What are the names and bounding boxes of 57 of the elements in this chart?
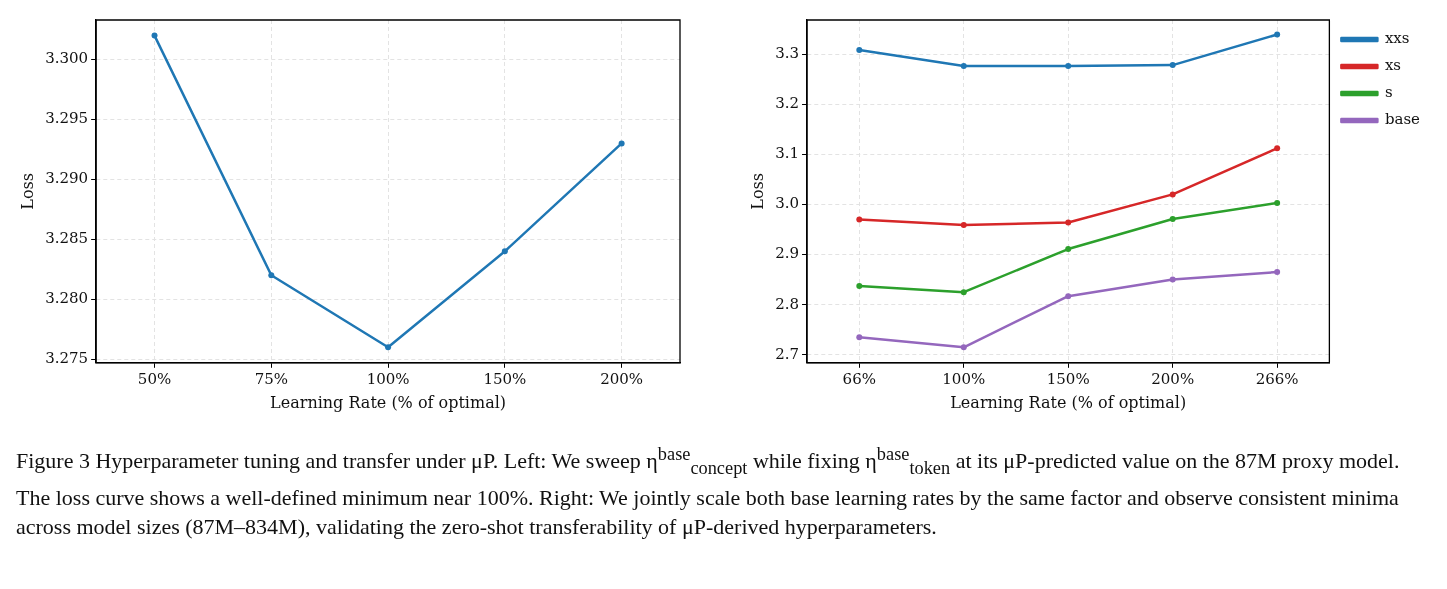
point bbox=[960, 221, 967, 228]
x-tick-label: 200% bbox=[1151, 369, 1195, 388]
legend-label: xxs bbox=[1384, 29, 1410, 48]
x-tick-label: 100% bbox=[942, 369, 986, 388]
y-tick-label: 3.295 bbox=[45, 109, 89, 128]
x-axis-title: Learning Rate (% of optimal) bbox=[270, 392, 507, 412]
point bbox=[1065, 63, 1072, 70]
y-tick-label: 3.3 bbox=[775, 43, 800, 62]
point bbox=[1274, 145, 1281, 152]
legend-label: base bbox=[1384, 110, 1421, 129]
x-tick-label: 200% bbox=[600, 369, 644, 388]
x-tick-label: 75% bbox=[254, 369, 288, 388]
point bbox=[1065, 219, 1072, 226]
legend-label: xs bbox=[1384, 56, 1402, 75]
text: Figure 3 Hyperparameter tuning and transfer under μP. Left: We sweep η$^{base}$$_{concept}$ while fixing η$^{base}$$_{token}$ at its μP-predicted value on the 87M proxy model. The loss curve shows a well-defined minimum near 100%. Right: We jointly scale both base learning rates by the same factor and observe consistent minima across model sizes (87M–834M), validating the zero-shot transferability of μP-derived hyperparameters. bbox=[16, 444, 1400, 539]
y-tick-label: 2.9 bbox=[775, 244, 800, 263]
point bbox=[960, 344, 967, 351]
point bbox=[1169, 215, 1176, 222]
point bbox=[1169, 276, 1176, 283]
point bbox=[1274, 31, 1281, 38]
y-tick-label: 2.8 bbox=[775, 294, 800, 313]
y-axis-title: Loss bbox=[17, 173, 37, 210]
legend-label: s bbox=[1384, 83, 1393, 102]
y-tick-label: 3.1 bbox=[775, 144, 800, 163]
point bbox=[856, 47, 863, 54]
point bbox=[1169, 62, 1176, 69]
x-axis-title: Learning Rate (% of optimal) bbox=[950, 392, 1187, 412]
point bbox=[856, 334, 863, 341]
x-tick-label: 100% bbox=[366, 369, 410, 388]
y-tick-label: 3.300 bbox=[45, 49, 89, 68]
x-tick-label: 266% bbox=[1255, 369, 1299, 388]
point bbox=[385, 344, 392, 351]
y-tick-label: 2.7 bbox=[775, 344, 800, 363]
y-axis-title: Loss bbox=[747, 173, 767, 210]
point bbox=[501, 248, 508, 255]
point bbox=[856, 283, 863, 290]
y-tick-label: 3.290 bbox=[45, 169, 89, 188]
x-tick-label: 50% bbox=[137, 369, 172, 388]
point bbox=[268, 272, 275, 279]
point bbox=[856, 216, 863, 223]
point bbox=[1274, 199, 1281, 206]
y-tick-label: 3.280 bbox=[45, 289, 89, 308]
point bbox=[618, 140, 625, 147]
point bbox=[151, 32, 158, 39]
y-tick-label: 3.275 bbox=[45, 349, 89, 368]
point bbox=[1169, 191, 1176, 198]
x-tick-label: 150% bbox=[1046, 369, 1090, 388]
y-tick-label: 3.285 bbox=[45, 229, 89, 248]
point bbox=[1065, 246, 1072, 253]
x-tick-label: 66% bbox=[842, 369, 876, 388]
point bbox=[1065, 293, 1072, 300]
point bbox=[1274, 269, 1281, 276]
y-tick-label: 3.0 bbox=[775, 194, 800, 213]
point bbox=[960, 63, 967, 70]
point bbox=[960, 289, 967, 296]
y-tick-label: 3.2 bbox=[775, 94, 800, 113]
x-tick-label: 150% bbox=[483, 369, 527, 388]
